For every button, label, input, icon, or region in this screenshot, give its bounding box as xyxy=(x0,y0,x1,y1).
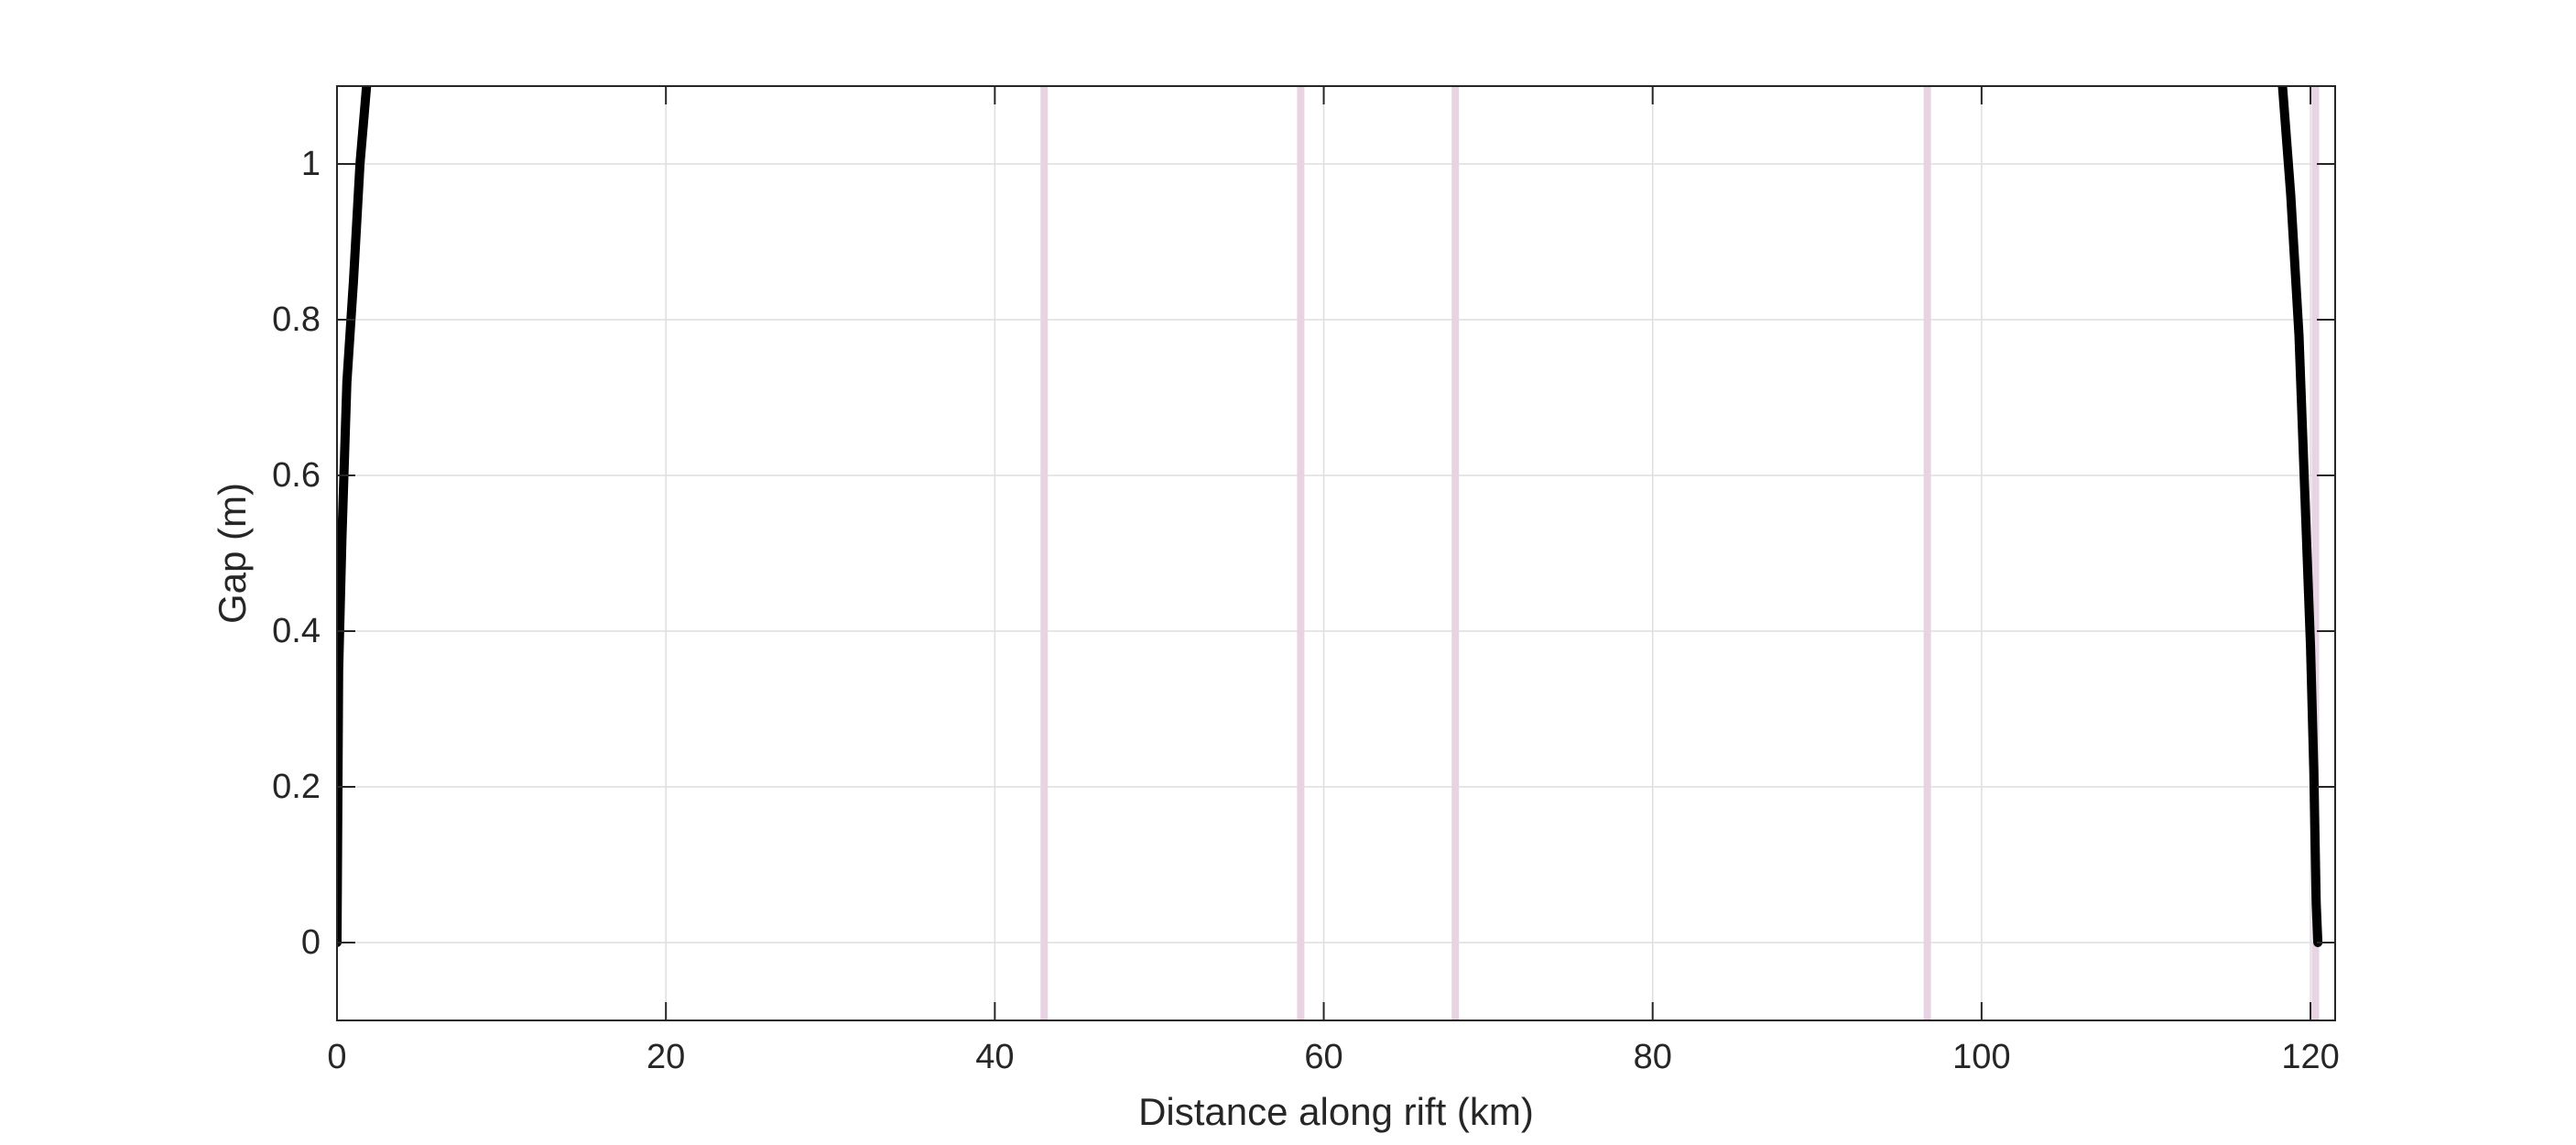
x-tick-label-4: 80 xyxy=(1634,1038,1672,1076)
axes-box xyxy=(336,85,2336,1021)
y-tick-label-3: 0.6 xyxy=(272,456,321,495)
y-tick-label-4: 0.8 xyxy=(272,300,321,339)
x-tick-label-6: 120 xyxy=(2281,1038,2339,1076)
tick-marks xyxy=(336,86,2335,1020)
x-tick-label-3: 60 xyxy=(1304,1038,1342,1076)
tick-labels: 0 20 40 60 80 100 120 0 0.2 0.4 0.6 0.8 1 xyxy=(272,145,2340,1076)
series-lines xyxy=(337,86,2323,947)
grid-lines xyxy=(336,86,2335,1020)
y-tick-label-0: 0 xyxy=(301,923,321,962)
y-tick-label-5: 1 xyxy=(301,145,321,183)
vertical-markers xyxy=(1040,86,2320,1020)
x-tick-label-1: 20 xyxy=(647,1038,685,1076)
y-tick-label-1: 0.2 xyxy=(272,768,321,806)
y-axis-label: Gap (m) xyxy=(211,483,254,624)
x-tick-label-2: 40 xyxy=(975,1038,1014,1076)
series-line-0 xyxy=(337,86,372,947)
x-tick-label-5: 100 xyxy=(1952,1038,2010,1076)
plot-background xyxy=(337,86,2335,1020)
x-tick-label-0: 0 xyxy=(327,1038,346,1076)
axes xyxy=(336,85,2336,1021)
series-line-1 xyxy=(2277,86,2323,947)
x-axis-label: Distance along rift (km) xyxy=(1138,1090,1534,1133)
y-tick-label-2: 0.4 xyxy=(272,612,321,650)
